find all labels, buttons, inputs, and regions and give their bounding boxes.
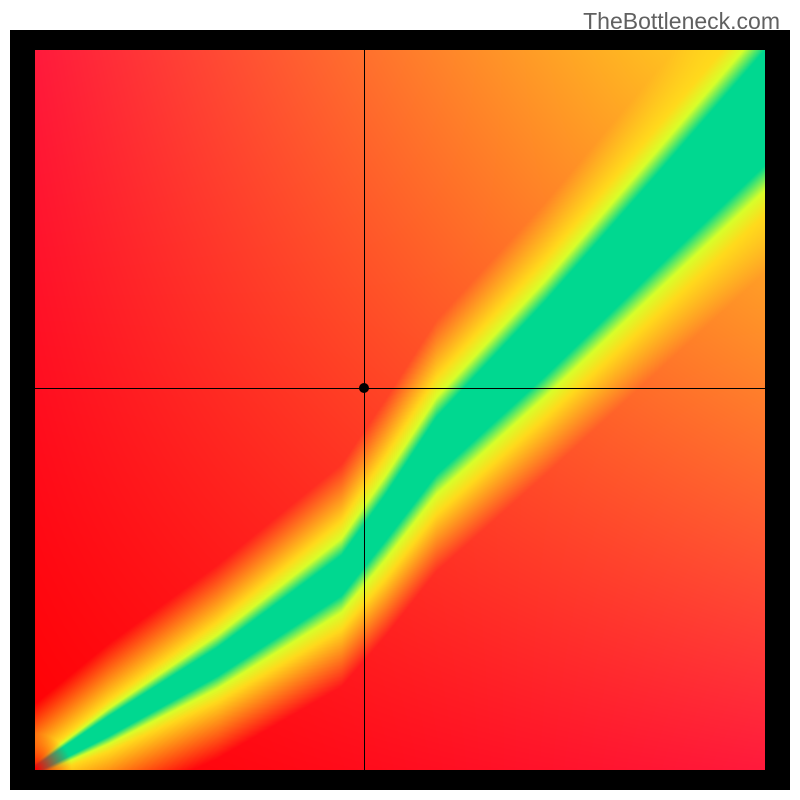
heatmap-canvas (35, 50, 765, 770)
crosshair-marker (359, 383, 369, 393)
chart-container: TheBottleneck.com (0, 0, 800, 800)
crosshair-vertical (364, 50, 365, 770)
plot-area (35, 50, 765, 770)
crosshair-horizontal (35, 388, 765, 389)
chart-frame (10, 30, 790, 790)
watermark-text: TheBottleneck.com (583, 8, 780, 35)
